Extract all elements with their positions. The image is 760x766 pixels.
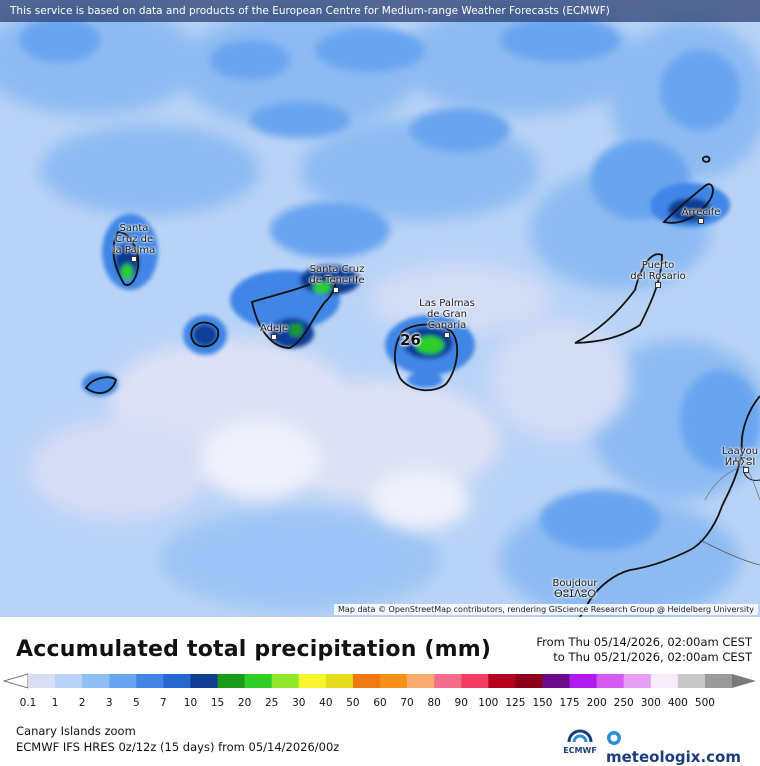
legend-label-25: 500 — [695, 697, 715, 709]
legend-label-8: 20 — [238, 697, 251, 709]
legend-scale: 0.1 1 2 3 5 7 10 15 20 25 30 40 50 60 70 80 90 100 125 150 1… — [2, 673, 756, 709]
map-attribution[interactable]: Map data © OpenStreetMap contributors, r… — [334, 604, 758, 615]
legend-swatch-14 — [407, 674, 435, 688]
legend-label-12: 50 — [346, 697, 359, 709]
legend-label-13: 60 — [373, 697, 386, 709]
legend-swatch-12 — [352, 674, 381, 688]
city-label-arrecife: Arrecife — [681, 207, 721, 218]
region-name: Canary Islands zoom — [16, 724, 136, 738]
legend-label-10: 30 — [292, 697, 305, 709]
ecmwf-notice: This service is based on data and produc… — [0, 0, 760, 22]
legend-label-0: 0.1 — [20, 697, 37, 709]
period-to: to Thu 05/21/2026, 02:00am CEST — [553, 650, 752, 664]
legend-swatch-17 — [488, 674, 516, 688]
city-marker-santa-cruz-de-tenerife — [333, 287, 339, 293]
precip-island-cores — [82, 183, 730, 396]
legend-swatch-1 — [55, 674, 83, 688]
legend-swatch-25 — [704, 674, 733, 688]
legend-swatch-19 — [542, 674, 571, 688]
city-marker-santa-cruz-de-la-palma — [131, 256, 137, 262]
city-label-boujdour: Boujdour ⴱⵓⵊⴷⵓⵔ — [552, 578, 598, 600]
legend-label-4: 5 — [133, 697, 140, 709]
legend-swatch-15 — [434, 674, 462, 688]
legend-label-16: 90 — [455, 697, 468, 709]
legend-label-14: 70 — [400, 697, 413, 709]
city-label-laayoune: Laayou ⵍⵄⵢⵓⵏ — [721, 446, 759, 468]
city-label-las-palmas: Las Palmas de Gran Canaria — [419, 298, 475, 331]
legend-label-5: 7 — [160, 697, 167, 709]
legend-label-22: 250 — [614, 697, 634, 709]
legend-label-2: 2 — [79, 697, 86, 709]
legend-label-23: 300 — [641, 697, 661, 709]
legend-under-arrow — [2, 673, 29, 689]
ecmwf-icon — [567, 729, 593, 743]
legend-label-19: 150 — [532, 697, 552, 709]
chart-title: Accumulated total precipitation (mm) — [16, 637, 492, 662]
precip-field-high — [20, 18, 760, 550]
legend-swatch-10 — [298, 674, 327, 688]
precipitation-map[interactable]: This service is based on data and produc… — [0, 0, 760, 617]
legend-swatch-4 — [136, 674, 164, 688]
meteologix-icon — [607, 731, 621, 745]
legend-label-3: 3 — [106, 697, 113, 709]
ecmwf-logo-text: ECMWF — [563, 746, 597, 755]
legend-swatch-24 — [677, 674, 706, 688]
precip-field-low — [30, 265, 630, 530]
legend-label-11: 40 — [319, 697, 332, 709]
max-precip-label: 26 — [400, 331, 421, 349]
city-marker-las-palmas — [444, 332, 450, 338]
legend-swatch-11 — [325, 674, 354, 688]
legend-label-15: 80 — [427, 697, 440, 709]
legend-swatch-20 — [569, 674, 598, 688]
model-run: ECMWF IFS HRES 0z/12z (15 days) from 05/… — [16, 740, 340, 754]
map-canvas — [0, 0, 760, 617]
legend-label-21: 200 — [587, 697, 607, 709]
legend-label-7: 15 — [211, 697, 224, 709]
coastlines — [84, 155, 760, 617]
legend-label-18: 125 — [505, 697, 525, 709]
period-from: From Thu 05/14/2026, 02:00am CEST — [536, 635, 752, 649]
legend-swatch-13 — [380, 674, 408, 688]
legend-swatch-5 — [163, 674, 191, 688]
city-marker-laayoune — [743, 467, 749, 473]
legend-swatch-0 — [28, 674, 56, 688]
ecmwf-logo[interactable]: ECMWF — [556, 724, 604, 756]
legend-swatch-6 — [190, 674, 219, 688]
legend-swatch-2 — [82, 674, 110, 688]
city-marker-arrecife — [698, 218, 704, 224]
legend-label-20: 175 — [560, 697, 580, 709]
legend-swatch-16 — [461, 674, 489, 688]
color-legend: 0.1 1 2 3 5 7 10 15 20 25 30 40 50 60 70 80 90 100 125 150 1… — [0, 672, 760, 722]
city-label-santa-cruz-de-tenerife: Santa Cruz de Tenerife — [309, 264, 365, 286]
city-label-adeje: Adeje — [259, 323, 289, 334]
city-label-puerto-del-rosario: Puerto del Rosario — [630, 260, 686, 282]
city-marker-puerto-del-rosario — [655, 282, 661, 288]
legend-label-6: 10 — [184, 697, 197, 709]
legend-label-1: 1 — [52, 697, 59, 709]
legend-over-arrow — [732, 674, 756, 688]
legend-swatch-7 — [217, 674, 246, 688]
legend-label-17: 100 — [478, 697, 498, 709]
legend-swatch-22 — [623, 674, 652, 688]
meteologix-logo-text: meteologix.com — [606, 748, 741, 766]
legend-swatch-8 — [244, 674, 273, 688]
legend-swatch-21 — [596, 674, 625, 688]
legend-swatch-3 — [109, 674, 137, 688]
city-label-santa-cruz-de-la-palma: Santa Cruz de la Palma — [112, 223, 156, 256]
legend-swatch-23 — [650, 674, 679, 688]
city-marker-adeje — [271, 334, 277, 340]
legend-swatch-18 — [515, 674, 543, 688]
legend-label-9: 25 — [265, 697, 278, 709]
legend-label-24: 400 — [668, 697, 688, 709]
meteologix-logo[interactable]: meteologix.com — [606, 730, 760, 766]
legend-swatch-9 — [271, 674, 300, 688]
